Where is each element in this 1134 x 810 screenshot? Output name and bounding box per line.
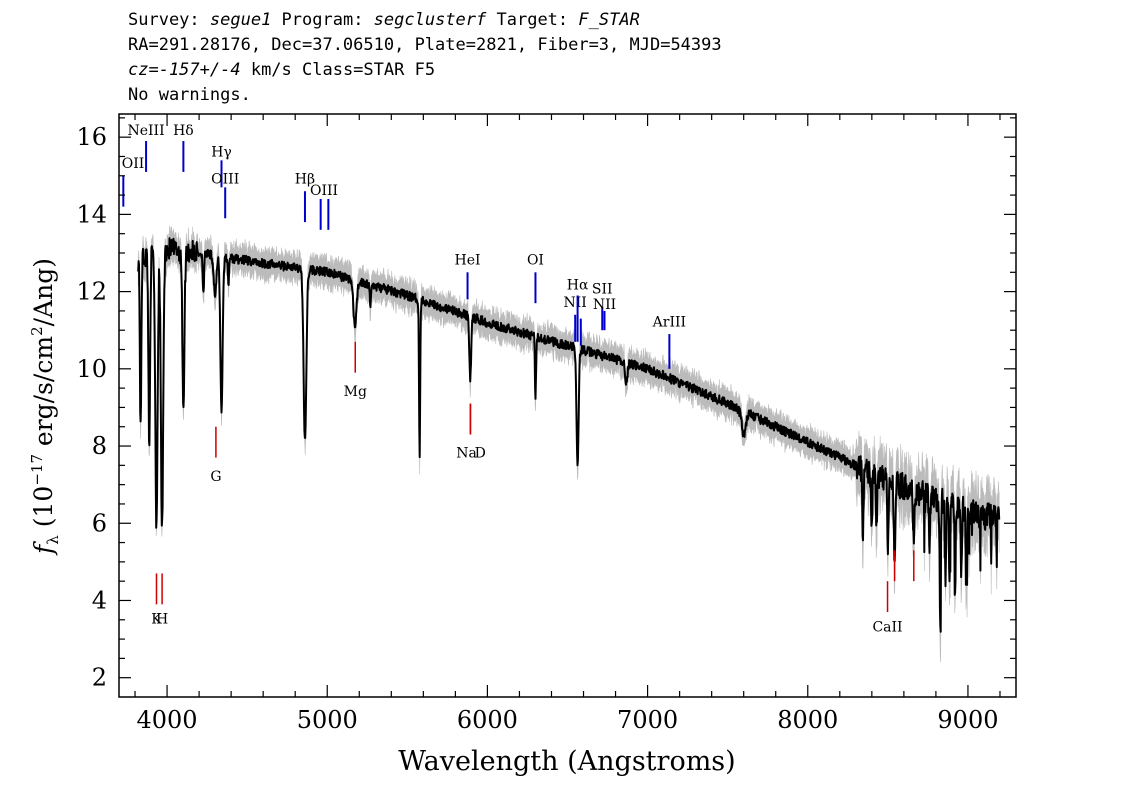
header-line-4: No warnings. [128, 85, 251, 105]
emission-line-label: Hδ [173, 123, 194, 139]
emission-line-label: OIII [310, 183, 338, 199]
absorption-line-label: Na [456, 446, 477, 462]
x-tick-label: 5000 [297, 706, 358, 734]
survey-label: Survey: [128, 10, 210, 30]
y-tick-label: 4 [92, 586, 107, 614]
x-tick-label: 9000 [937, 706, 998, 734]
emission-line-label: OIII [211, 171, 239, 187]
y-tick-label: 8 [92, 432, 107, 460]
emission-line-label: NeIII [127, 123, 164, 139]
redshift-value: cz=-157+/-4 [128, 60, 241, 80]
absorption-line-label: D [475, 446, 486, 462]
target-label: Target: [486, 10, 579, 30]
emission-line-label: Hγ [211, 144, 232, 160]
survey-value: segue1 [209, 10, 272, 30]
header-line-2: RA=291.28176, Dec=37.06510, Plate=2821, … [128, 35, 722, 55]
program-label: Program: [271, 10, 374, 30]
header-line-3: cz=-157+/-4 km/s Class=STAR F5 [128, 60, 435, 80]
y-tick-label: 12 [76, 278, 107, 306]
absorption-line-label: Mg [344, 384, 367, 400]
emission-line-label: Hβ [295, 171, 315, 187]
absorption-line-label: K [151, 612, 162, 628]
emission-line-label: Hα [567, 278, 589, 294]
header-line-1: Survey: segue1 Program: segclusterf Targ… [128, 10, 640, 30]
x-tick-label: 4000 [137, 706, 198, 734]
target-value: F_STAR [578, 10, 640, 30]
emission-line-label: NII [564, 295, 587, 311]
absorption-line-label: CaII [872, 619, 902, 635]
emission-line-label: NII [593, 297, 616, 313]
x-tick-label: 7000 [617, 706, 678, 734]
emission-line-label: SII [592, 282, 613, 298]
x-tick-label: 8000 [777, 706, 838, 734]
spectrum-line [137, 237, 1001, 633]
emission-line-label: HeI [455, 253, 481, 269]
y-tick-label: 10 [76, 355, 107, 383]
emission-line-label: ArIII [652, 314, 686, 330]
absorption-line-label: H [156, 612, 168, 628]
emission-line-label: OII [122, 156, 145, 172]
absorption-line-label: G [210, 469, 221, 485]
x-tick-label: 6000 [457, 706, 518, 734]
y-tick-label: 6 [92, 509, 107, 537]
class-value: km/s Class=STAR F5 [240, 60, 436, 80]
y-tick-label: 16 [76, 123, 107, 151]
plot-frame [118, 113, 1017, 698]
program-value: segclusterf [373, 10, 487, 30]
y-axis-label: fλ (10−17 erg/s/cm2/Ang) [28, 258, 62, 556]
y-tick-label: 14 [76, 200, 107, 228]
emission-line-label: OI [527, 253, 544, 269]
y-tick-label: 2 [92, 664, 107, 692]
x-axis-label: Wavelength (Angstroms) [398, 746, 735, 777]
